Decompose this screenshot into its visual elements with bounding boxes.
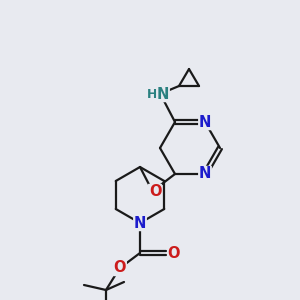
Text: N: N [157,86,169,101]
Text: O: O [168,245,180,260]
Text: N: N [199,167,211,182]
Text: H: H [147,88,157,100]
Text: O: O [149,184,161,200]
Text: N: N [199,115,211,130]
Text: N: N [134,215,146,230]
Text: O: O [114,260,126,275]
